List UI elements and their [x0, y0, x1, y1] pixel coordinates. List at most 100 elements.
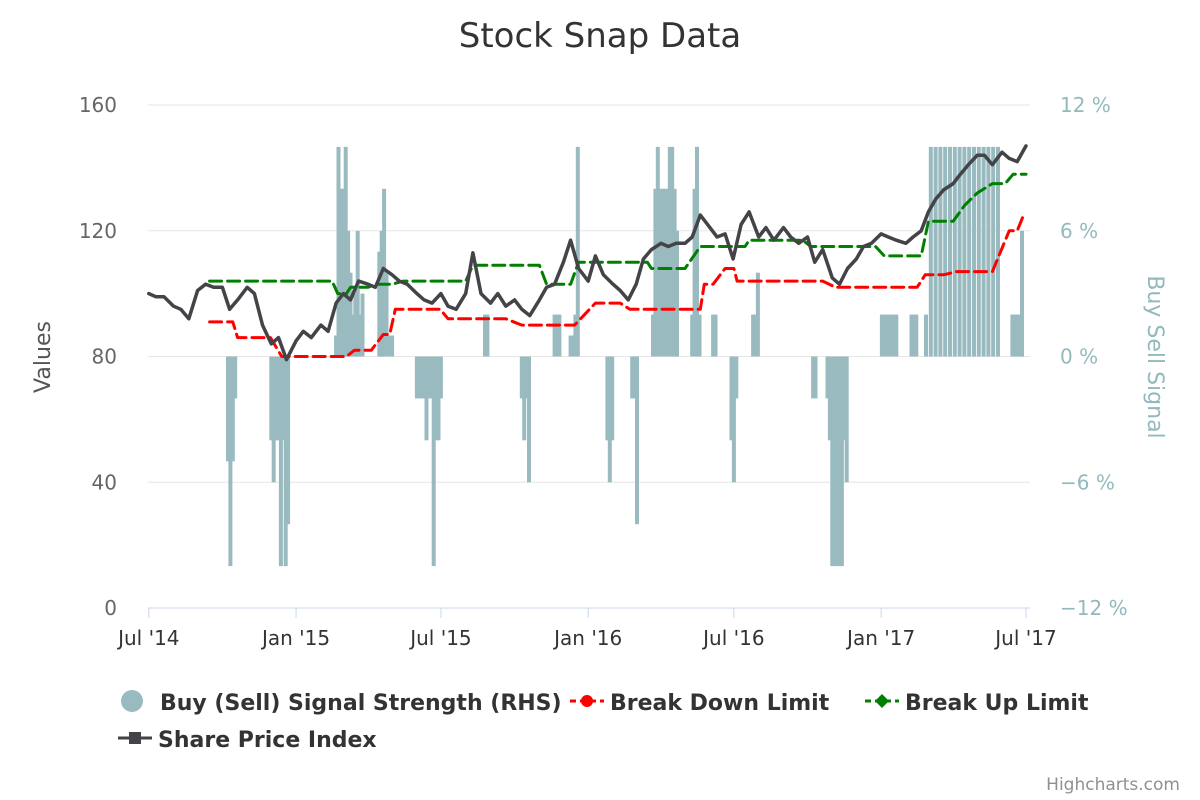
signal-bar [434, 356, 439, 441]
signal-bar [424, 356, 429, 441]
signal-bar [341, 188, 346, 357]
signal-bar [605, 356, 610, 441]
signal-bar [334, 335, 339, 357]
signal-bar [811, 356, 816, 399]
signal-bar [635, 356, 639, 525]
legend-item[interactable]: Share Price Index [118, 728, 377, 753]
signal-bar [226, 356, 230, 462]
signal-bar [438, 356, 443, 399]
signal-bar [573, 314, 578, 357]
legend-label: Break Up Limit [905, 691, 1089, 716]
x-tick-label: Jul '17 [993, 626, 1056, 650]
signal-bar [360, 293, 365, 357]
signal-bar [655, 146, 660, 357]
left-tick-label: 40 [92, 470, 117, 494]
signal-bar [924, 314, 928, 357]
left-tick-label: 160 [79, 93, 117, 117]
signal-bar [751, 314, 756, 357]
signal-bar [665, 188, 670, 357]
signal-bar [575, 146, 580, 357]
signal-bar [379, 230, 384, 357]
signal-bar [813, 356, 818, 399]
signal-bar [842, 356, 847, 441]
signal-bar [271, 356, 276, 483]
signal-bar [882, 314, 887, 357]
signal-bar [933, 146, 938, 357]
signal-bar [1020, 230, 1024, 357]
x-tick-label: Jan '17 [845, 626, 915, 650]
legend-item[interactable]: Break Down Limit [570, 691, 830, 716]
signal-bar [336, 146, 341, 357]
signal-bar [348, 272, 353, 357]
signal-bar [667, 146, 672, 357]
signal-bar [835, 356, 840, 567]
legend[interactable]: Buy (Sell) Signal Strength (RHS) Break Do… [118, 690, 1089, 753]
signal-bar [522, 356, 527, 441]
signal-bar [557, 314, 562, 357]
signal-bar [377, 251, 382, 357]
left-axis-ticks: 160 120 80 40 0 [79, 93, 117, 620]
signal-bar [286, 356, 291, 525]
signal-bar [825, 356, 830, 399]
signal-bar [928, 146, 933, 357]
signal-bar [228, 356, 233, 567]
right-tick-label: −12 % [1060, 596, 1128, 620]
left-tick-label: 0 [104, 596, 117, 620]
signal-bar [991, 146, 996, 357]
share-price-line [147, 144, 1028, 362]
signal-bar [911, 314, 916, 357]
signal-bar [281, 356, 286, 441]
signal-bar [887, 314, 892, 357]
signal-bar [967, 146, 972, 357]
chart-title: Stock Snap Data [459, 16, 741, 56]
signal-bar [651, 314, 655, 357]
signal-bar [879, 314, 884, 357]
break-down-line [208, 213, 1028, 358]
signal-bar [283, 356, 288, 567]
signal-bar [568, 335, 573, 357]
signal-bar [837, 356, 842, 567]
signal-bar [1010, 314, 1015, 357]
legend-label: Break Down Limit [610, 691, 830, 716]
x-tick-label: Jul '15 [408, 626, 471, 650]
signal-bar [697, 314, 702, 357]
signal-bar [889, 314, 894, 357]
signal-bar [734, 356, 739, 399]
signal-bar [972, 146, 976, 357]
signal-bar [753, 314, 758, 357]
signal-bar [914, 314, 919, 357]
signal-bar [269, 356, 274, 441]
legend-marker-icon [875, 694, 889, 708]
signal-bar [832, 356, 837, 567]
signal-bar [690, 314, 695, 357]
signal-bar [663, 188, 667, 357]
signal-bar [431, 356, 436, 567]
signal-bar [571, 335, 575, 357]
signal-bar [957, 146, 962, 357]
signal-bar [422, 356, 427, 399]
credits-link[interactable]: Highcharts.com [1046, 775, 1180, 795]
legend-marker-icon [581, 695, 593, 707]
legend-marker-icon [129, 732, 141, 744]
signal-bar [436, 356, 441, 441]
signal-bar [419, 356, 424, 399]
signal-bar [429, 356, 434, 399]
left-tick-label: 80 [92, 345, 117, 369]
signal-bar [996, 146, 1000, 357]
signal-bar [731, 356, 736, 483]
signal-bar [278, 356, 283, 567]
signal-bar [660, 188, 665, 357]
signal-bar [527, 356, 531, 483]
signal-bar [962, 146, 967, 357]
legend-item[interactable]: Buy (Sell) Signal Strength (RHS) [121, 690, 562, 716]
left-tick-label: 120 [79, 219, 117, 243]
signal-bar [350, 314, 355, 357]
signal-bar [274, 356, 279, 441]
right-tick-label: −6 % [1060, 470, 1115, 494]
legend-item[interactable]: Break Up Limit [865, 691, 1089, 716]
signal-bar [952, 146, 957, 357]
signal-bar [426, 356, 431, 399]
signal-bar [909, 314, 914, 357]
signal-bar [353, 293, 358, 357]
